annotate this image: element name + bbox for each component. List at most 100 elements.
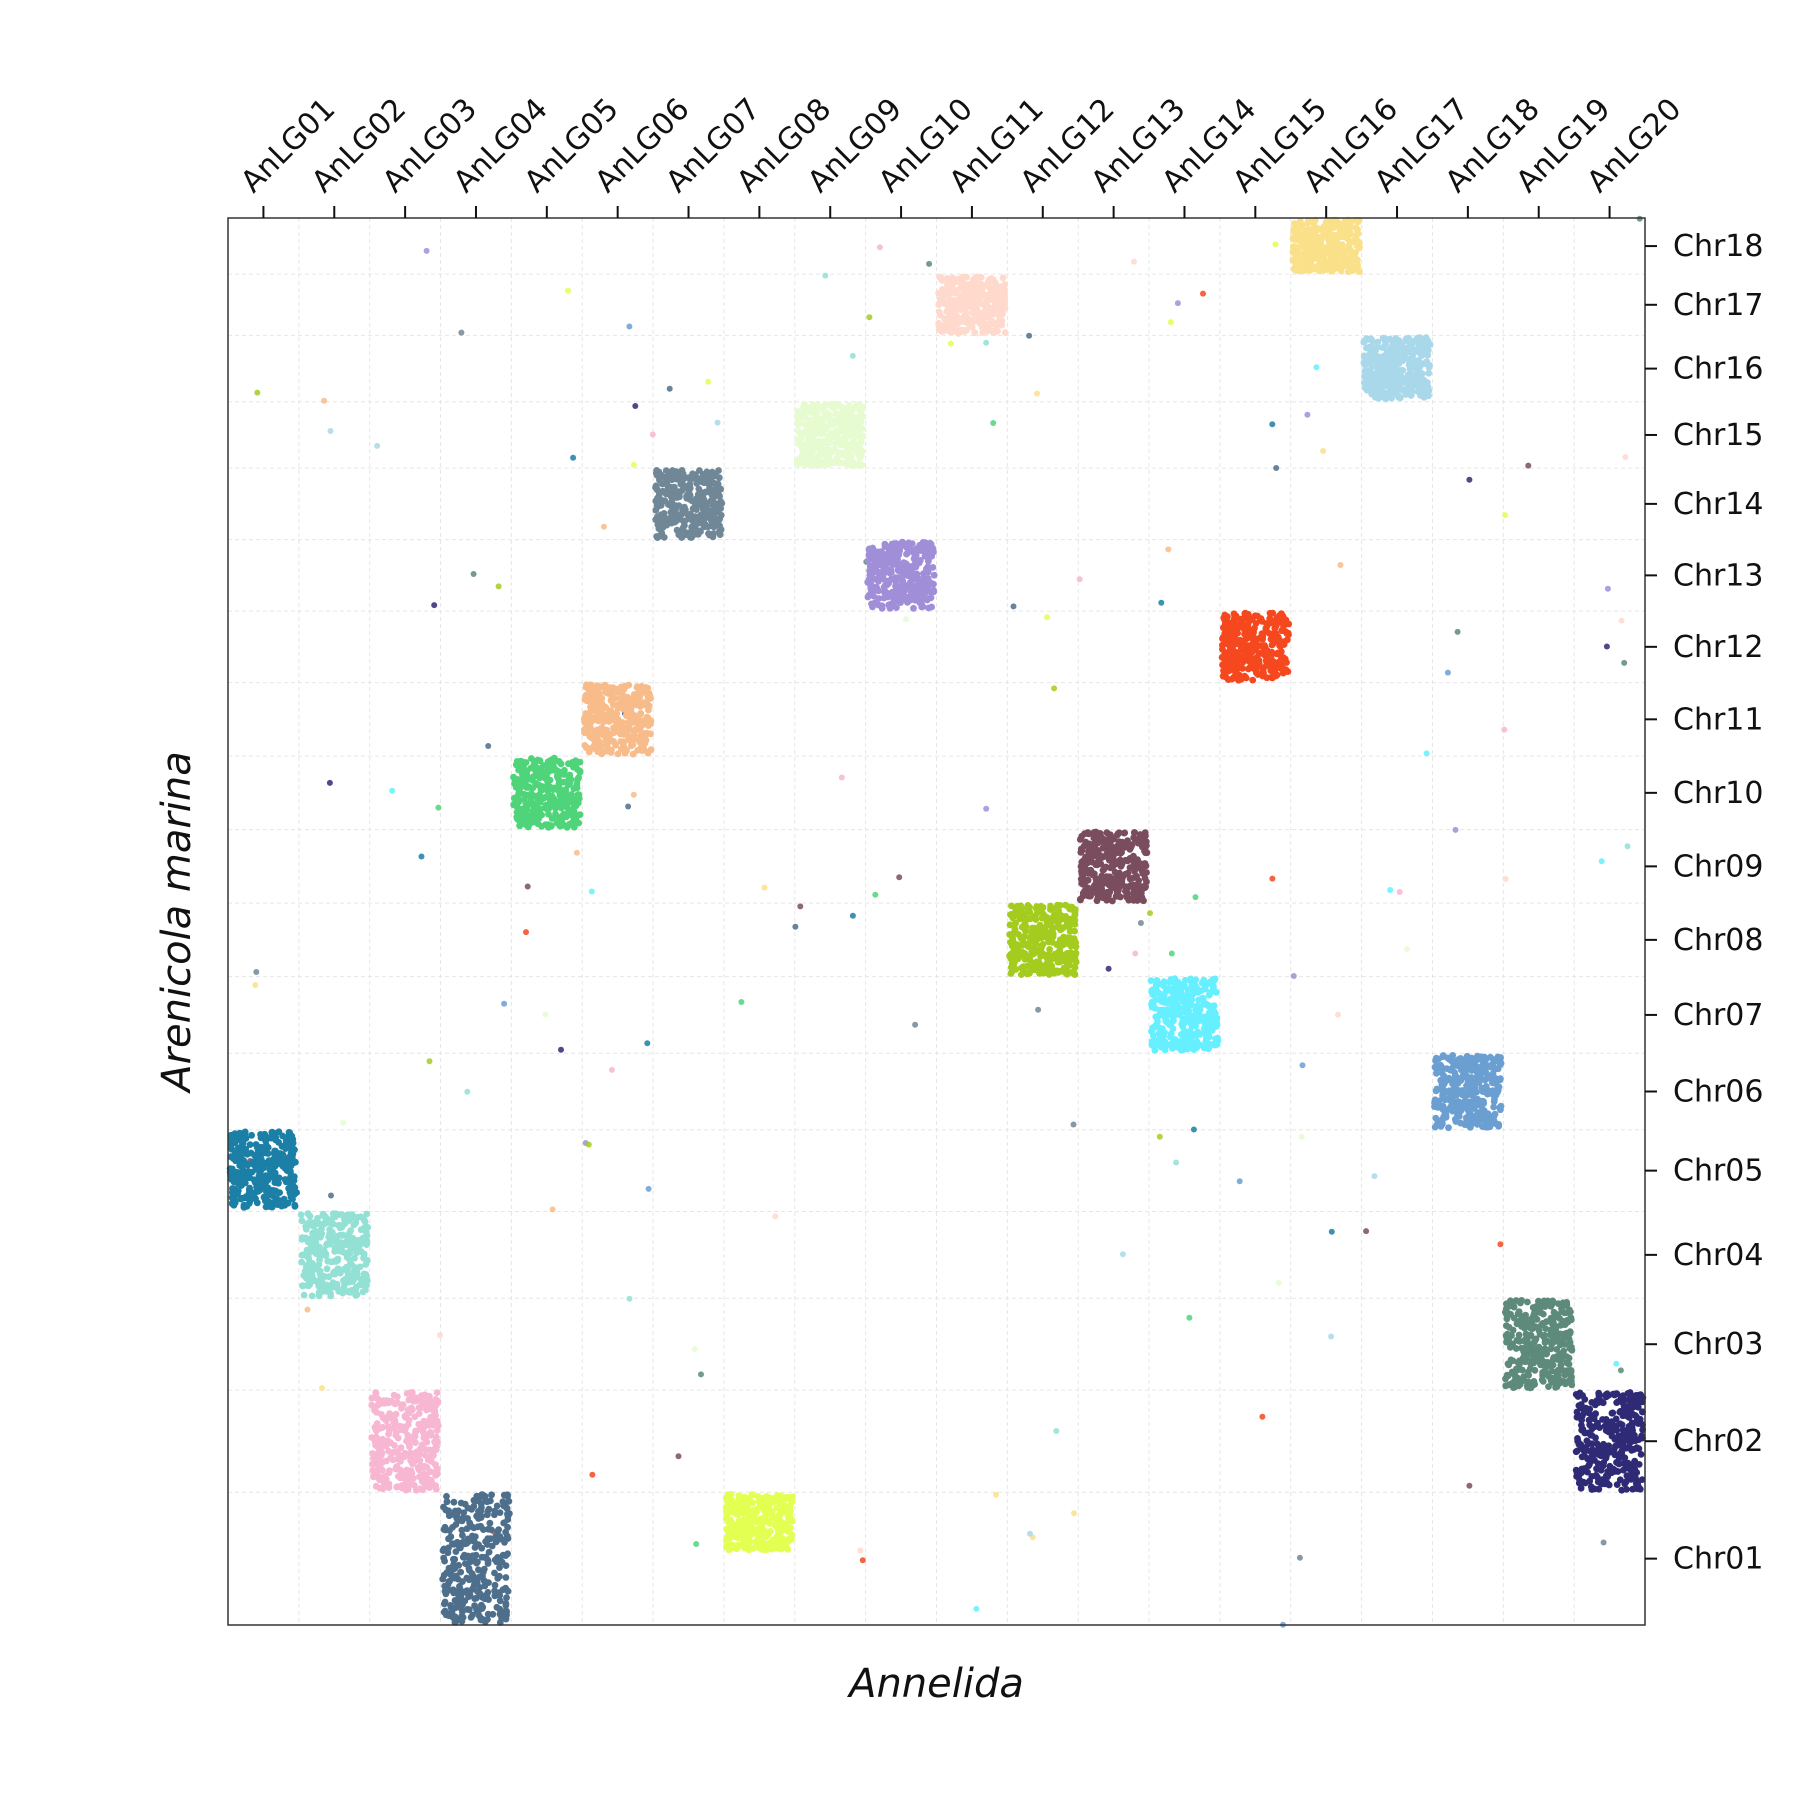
- data-point: [627, 705, 635, 713]
- data-point: [1185, 996, 1192, 1004]
- data-point: [528, 755, 535, 762]
- data-point: [384, 1437, 392, 1445]
- data-point: [344, 1233, 352, 1241]
- data-point: [879, 574, 886, 581]
- data-point: [291, 1201, 299, 1209]
- data-point: [1242, 674, 1250, 682]
- data-point: [1072, 939, 1079, 947]
- data-point: [909, 548, 917, 556]
- data-point: [871, 599, 879, 606]
- data-point: [1598, 858, 1605, 865]
- data-point: [286, 1189, 294, 1196]
- data-point: [502, 1600, 510, 1607]
- data-point: [705, 378, 712, 385]
- data-point: [1259, 635, 1266, 643]
- data-point: [338, 1211, 346, 1219]
- data-point: [841, 434, 849, 442]
- data-point: [704, 473, 712, 481]
- data-point: [447, 1604, 455, 1612]
- data-point: [603, 741, 610, 748]
- data-point: [268, 1203, 276, 1211]
- data-point: [1304, 411, 1311, 418]
- data-point: [471, 1595, 479, 1602]
- data-point: [784, 1545, 792, 1553]
- data-point: [915, 587, 922, 595]
- data-point: [1210, 1008, 1218, 1016]
- data-point: [1195, 996, 1203, 1004]
- data-point: [496, 1605, 504, 1613]
- data-point: [963, 273, 970, 281]
- data-point: [881, 587, 889, 595]
- data-point: [743, 1501, 750, 1509]
- data-point: [336, 1224, 344, 1232]
- data-point: [1141, 882, 1149, 890]
- data-point: [441, 1557, 448, 1565]
- data-point: [336, 1269, 344, 1277]
- data-point: [1076, 576, 1083, 583]
- data-point: [1015, 943, 1023, 950]
- data-point: [347, 1227, 354, 1234]
- data-point: [949, 312, 957, 320]
- data-point: [617, 745, 625, 753]
- data-point: [1059, 952, 1067, 960]
- data-point: [426, 1058, 433, 1065]
- data-point: [1192, 894, 1199, 901]
- data-point: [298, 1234, 306, 1242]
- data-point: [601, 717, 608, 725]
- data-point: [1039, 910, 1047, 918]
- data-point: [322, 1213, 329, 1221]
- data-point: [309, 1219, 317, 1226]
- data-point: [836, 421, 844, 429]
- data-point: [649, 431, 656, 438]
- data-point: [974, 282, 982, 290]
- data-point: [245, 1199, 253, 1207]
- data-point: [875, 552, 883, 559]
- data-point: [1236, 1178, 1243, 1185]
- data-point: [1156, 1133, 1163, 1140]
- data-point: [556, 813, 564, 821]
- data-point: [1613, 1360, 1620, 1367]
- data-point: [752, 1506, 760, 1514]
- data-point: [1070, 1121, 1077, 1128]
- data-point: [333, 1211, 341, 1219]
- data-point: [1296, 1554, 1303, 1561]
- data-point: [1260, 647, 1268, 655]
- data-point: [806, 404, 813, 411]
- data-point: [304, 1306, 311, 1313]
- data-point: [1313, 364, 1320, 371]
- data-point: [1062, 913, 1070, 920]
- data-point: [1094, 894, 1102, 902]
- data-point: [488, 1491, 495, 1499]
- data-point: [251, 1152, 259, 1159]
- data-point: [1071, 911, 1079, 919]
- data-point: [285, 1129, 293, 1136]
- data-point: [1119, 1251, 1126, 1258]
- data-point: [1279, 612, 1287, 620]
- data-point: [392, 1431, 400, 1439]
- data-point: [488, 1526, 495, 1534]
- data-point: [587, 703, 594, 711]
- data-point: [1081, 861, 1089, 869]
- data-point: [722, 1515, 730, 1523]
- data-point: [464, 1606, 471, 1613]
- data-point: [1105, 965, 1112, 972]
- data-point: [1010, 959, 1018, 967]
- data-point: [317, 1231, 324, 1239]
- data-point: [1001, 289, 1008, 297]
- data-point: [272, 1136, 280, 1144]
- data-point: [353, 1249, 360, 1257]
- data-point: [335, 1287, 343, 1295]
- data-point: [1335, 1011, 1341, 1018]
- data-point: [406, 1443, 413, 1451]
- data-point: [716, 531, 724, 538]
- data-point: [938, 322, 946, 329]
- data-point: [782, 1509, 790, 1516]
- data-point: [362, 1228, 370, 1236]
- data-point: [1272, 622, 1280, 630]
- data-point: [705, 530, 712, 537]
- data-point: [811, 416, 818, 423]
- data-point: [477, 1522, 485, 1530]
- data-point: [280, 1153, 287, 1160]
- data-point: [1282, 628, 1289, 636]
- data-point: [1023, 970, 1031, 978]
